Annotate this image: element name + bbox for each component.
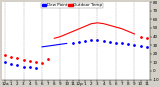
Point xyxy=(10,56,12,58)
Point xyxy=(4,62,6,63)
Point xyxy=(47,58,49,60)
Point xyxy=(146,38,148,39)
Point xyxy=(35,62,37,63)
Point xyxy=(139,45,142,47)
Point xyxy=(96,39,99,41)
Point xyxy=(78,41,80,42)
Point xyxy=(22,59,25,60)
Point xyxy=(108,41,111,42)
Point xyxy=(133,44,136,46)
Point xyxy=(121,43,123,44)
Point xyxy=(139,36,142,37)
Point xyxy=(35,68,37,69)
Point xyxy=(146,46,148,48)
Point xyxy=(90,39,93,41)
Point xyxy=(10,63,12,65)
Point xyxy=(28,60,31,61)
Legend: Dew Point, Outdoor Temp: Dew Point, Outdoor Temp xyxy=(41,3,103,8)
Point xyxy=(4,55,6,56)
Point xyxy=(16,64,19,66)
Point xyxy=(72,42,74,43)
Point xyxy=(115,42,117,43)
Point xyxy=(22,66,25,67)
Point xyxy=(127,44,130,45)
Point xyxy=(28,67,31,68)
Point xyxy=(41,62,43,64)
Point xyxy=(102,40,105,42)
Point xyxy=(16,57,19,59)
Point xyxy=(84,40,86,42)
